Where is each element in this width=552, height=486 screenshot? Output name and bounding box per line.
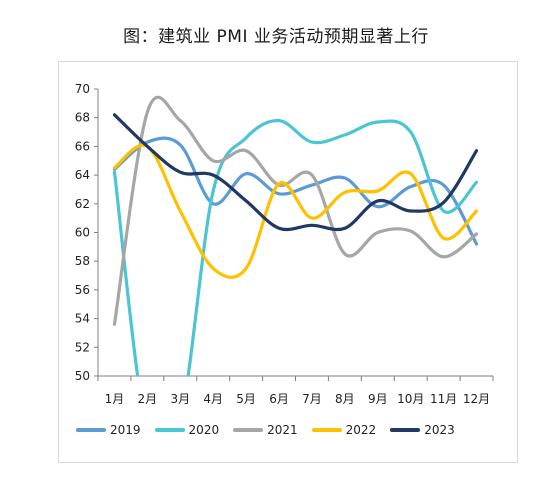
y-tick-labels: 50 52 54 56 58 60 62 64 66 68 70 [75, 82, 90, 383]
legend-item-2020: 2020 [154, 423, 220, 437]
legend-swatch [154, 428, 185, 432]
x-tick-label: 6月 [269, 392, 289, 406]
legend-swatch [233, 428, 264, 432]
legend-item-2023: 2023 [390, 423, 455, 437]
y-tick-label: 52 [75, 340, 90, 354]
x-tick-labels: 1月 2月 3月 4月 5月 6月 7月 8月 9月 10月 11月 12月 [105, 392, 491, 406]
legend-swatch [311, 428, 342, 432]
y-tick-label: 64 [75, 168, 90, 182]
x-tick-label: 4月 [203, 392, 223, 406]
x-tick-label: 9月 [368, 392, 388, 406]
x-tick-label: 10月 [397, 392, 424, 406]
y-tick-label: 70 [75, 82, 90, 96]
legend-item-2019: 2019 [76, 423, 141, 437]
series-line-2022 [112, 143, 479, 279]
x-tick-label: 8月 [335, 392, 355, 406]
legend-swatch [390, 428, 421, 432]
x-tick-label: 7月 [302, 392, 322, 406]
axes [94, 88, 494, 381]
series-line-2021 [112, 95, 479, 326]
series-line-2023 [112, 113, 479, 232]
x-tick-label: 2月 [138, 392, 158, 406]
series-line-2020 [112, 118, 479, 376]
y-tick-label: 60 [75, 226, 90, 240]
y-tick-label: 54 [75, 312, 90, 326]
y-tick-label: 50 [75, 369, 90, 383]
legend-swatch [76, 428, 106, 432]
legend-label: 2021 [267, 423, 298, 437]
x-tick-label: 12月 [463, 392, 490, 406]
x-tick-label: 1月 [105, 392, 125, 406]
x-tick-label: 5月 [236, 392, 256, 406]
y-tick-label: 56 [75, 283, 90, 297]
legend-item-2021: 2021 [233, 423, 298, 437]
chart-frame [58, 61, 518, 463]
y-tick-label: 58 [75, 254, 90, 268]
x-tick-label: 11月 [430, 392, 457, 406]
y-tick-label: 66 [75, 139, 90, 153]
legend-label: 2020 [188, 423, 220, 437]
legend-label: 2022 [345, 423, 377, 437]
x-tick-label: 3月 [170, 392, 190, 406]
chart-title: 图：建筑业 PMI 业务活动预期显著上行 [123, 27, 429, 47]
y-tick-label: 68 [75, 111, 90, 125]
legend-label: 2023 [424, 423, 455, 437]
legend: 2019 2020 2021 2022 2023 [76, 423, 455, 437]
legend-item-2022: 2022 [311, 423, 377, 437]
y-tick-label: 62 [75, 197, 90, 211]
legend-label: 2019 [110, 423, 141, 437]
series-lines [112, 95, 479, 376]
